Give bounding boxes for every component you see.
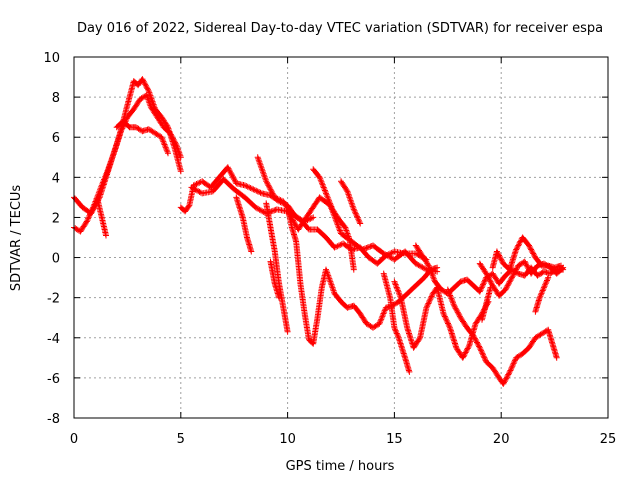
data-trace-13 <box>380 270 413 375</box>
data-trace-20 <box>532 274 552 315</box>
x-tick-label: 15 <box>386 432 403 447</box>
data-trace-12 <box>338 178 364 227</box>
data-point-markers <box>479 284 494 323</box>
x-tick-label: 20 <box>493 432 510 447</box>
data-point-markers <box>338 178 364 227</box>
data-point-markers <box>188 176 441 275</box>
x-tick-label: 5 <box>177 432 185 447</box>
data-trace-19 <box>479 284 494 323</box>
y-tick-label: 6 <box>52 131 60 146</box>
x-tick-label: 10 <box>279 432 296 447</box>
data-points <box>71 76 567 387</box>
data-point-markers <box>233 194 255 255</box>
data-trace-5 <box>188 176 441 275</box>
data-trace-7 <box>254 154 430 267</box>
data-point-markers <box>267 258 283 301</box>
data-point-markers <box>310 166 357 273</box>
tick-labels: 0 5 10 15 20 25 -8 -6 -4 -2 0 2 4 6 8 10 <box>43 51 616 447</box>
data-trace-10 <box>284 204 441 347</box>
data-point-markers <box>284 204 441 347</box>
y-tick-label: 2 <box>52 211 60 226</box>
data-point-markers <box>476 258 567 299</box>
data-trace-1 <box>71 92 184 235</box>
data-point-markers <box>391 278 492 361</box>
x-tick-label: 0 <box>70 432 78 447</box>
data-trace-15 <box>412 242 567 297</box>
data-point-markers <box>113 118 171 157</box>
y-tick-label: -6 <box>47 372 60 387</box>
data-point-markers <box>444 286 560 387</box>
x-tick-label: 25 <box>600 432 617 447</box>
axis-ticks <box>73 56 609 419</box>
data-trace-14 <box>391 278 492 361</box>
data-point-markers <box>71 92 184 235</box>
y-tick-label: -4 <box>47 332 60 347</box>
chart-title: Day 016 of 2022, Sidereal Day-to-day VTE… <box>77 21 603 36</box>
data-trace-2 <box>94 196 109 239</box>
data-trace-11 <box>310 166 357 273</box>
data-point-markers <box>380 270 413 375</box>
data-trace-18 <box>476 258 567 299</box>
y-tick-label: 0 <box>52 252 60 267</box>
grid-lines <box>74 57 608 418</box>
data-point-markers <box>532 274 552 315</box>
data-trace-9 <box>267 258 283 301</box>
y-tick-label: 10 <box>43 51 60 66</box>
y-tick-label: 4 <box>52 171 60 186</box>
y-tick-label: -8 <box>47 412 60 427</box>
data-point-markers <box>263 200 291 335</box>
data-point-markers <box>254 154 430 267</box>
data-trace-16 <box>444 286 560 387</box>
data-trace-3 <box>113 118 171 157</box>
data-point-markers <box>412 242 567 297</box>
data-trace-6 <box>233 194 255 255</box>
data-point-markers <box>94 196 109 239</box>
y-tick-label: 8 <box>52 91 60 106</box>
y-axis-label: SDTVAR / TECUs <box>9 185 24 292</box>
plot-frame <box>73 56 609 419</box>
x-axis-label: GPS time / hours <box>286 459 395 474</box>
data-trace-8 <box>263 200 291 335</box>
y-tick-label: -2 <box>47 292 60 307</box>
